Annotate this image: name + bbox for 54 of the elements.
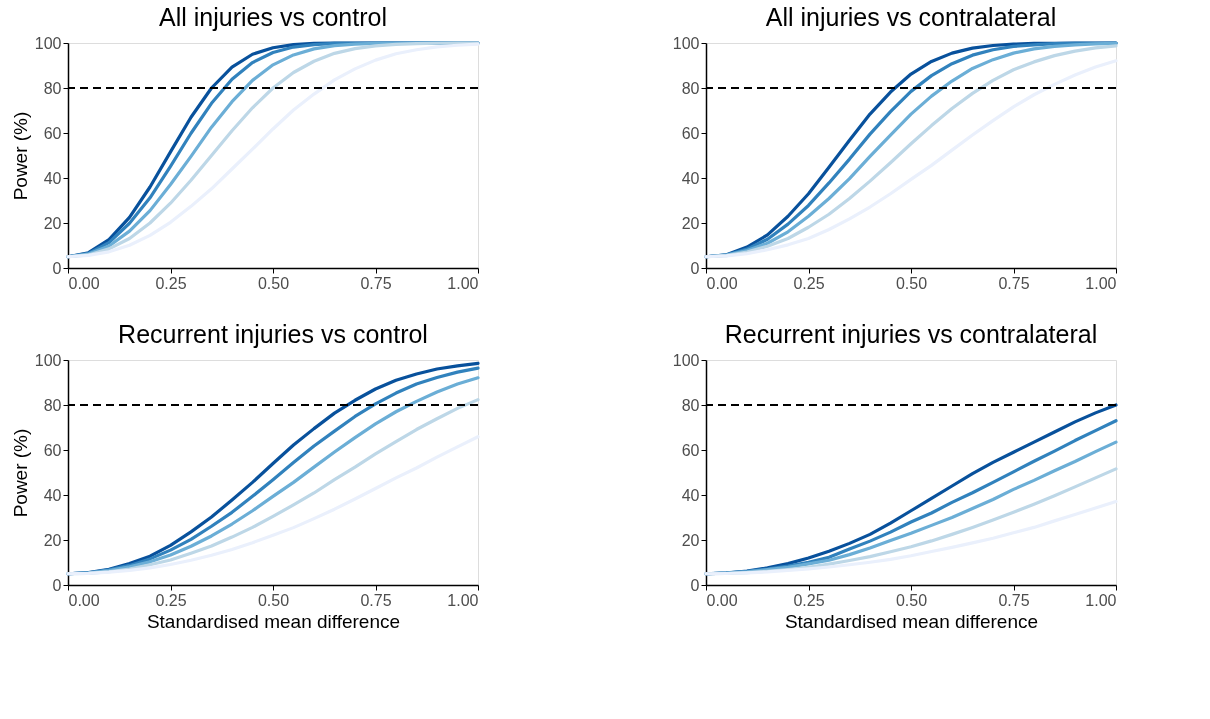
x-tick-label: 0.25 (793, 274, 825, 292)
y-tick-label: 0 (52, 259, 62, 277)
x-tick-label: 0.00 (706, 591, 738, 609)
x-tick-label: 0.50 (257, 591, 290, 609)
y-tick-label: 60 (43, 441, 62, 459)
y-tick-label: 80 (43, 396, 62, 414)
x-tick-label: 1.00 (1085, 591, 1117, 609)
x-tick-label: 0.75 (998, 591, 1030, 609)
x-tick-label: 1.00 (447, 591, 479, 609)
y-tick-label: 20 (681, 214, 700, 232)
chart-title: All injuries vs control (159, 3, 387, 31)
y-tick-label: 0 (690, 576, 700, 594)
y-tick-label: 100 (34, 34, 62, 52)
x-tick-label: 0.25 (155, 591, 187, 609)
chart-title: Recurrent injuries vs contralateral (724, 320, 1098, 348)
y-tick-label: 80 (681, 79, 700, 97)
y-tick-label: 0 (690, 259, 700, 277)
y-axis-title: Power (%) (9, 428, 31, 518)
x-tick-label: 0.75 (998, 274, 1030, 292)
x-tick-label: 0.00 (68, 591, 100, 609)
x-axis-title: Standardised mean difference (146, 610, 401, 632)
x-tick-label: 1.00 (447, 274, 479, 292)
y-tick-label: 40 (681, 486, 700, 504)
x-tick-label: 0.00 (68, 274, 100, 292)
y-axis-title: Power (%) (9, 111, 31, 201)
x-tick-label: 0.50 (895, 591, 928, 609)
x-tick-label: 1.00 (1085, 274, 1117, 292)
y-tick-label: 20 (43, 531, 62, 549)
x-tick-label: 0.50 (257, 274, 290, 292)
line-series (66, 435, 480, 576)
x-tick-label: 0.75 (360, 591, 392, 609)
line-series (704, 499, 1118, 576)
x-tick-label: 0.75 (360, 274, 392, 292)
y-tick-label: 60 (681, 124, 700, 142)
chart-title: All injuries vs contralateral (765, 3, 1057, 31)
x-tick-label: 0.25 (793, 591, 825, 609)
x-tick-label: 0.00 (706, 274, 738, 292)
y-tick-label: 60 (681, 441, 700, 459)
x-axis-title: Standardised mean difference (784, 610, 1039, 632)
y-tick-label: 100 (672, 34, 700, 52)
y-tick-label: 40 (681, 169, 700, 187)
y-tick-label: 80 (681, 396, 700, 414)
y-tick-label: 100 (672, 351, 700, 369)
chart-title: Recurrent injuries vs control (118, 320, 428, 348)
x-tick-label: 0.25 (155, 274, 187, 292)
y-tick-label: 40 (43, 486, 62, 504)
y-tick-label: 20 (681, 531, 700, 549)
y-tick-label: 80 (43, 79, 62, 97)
y-tick-label: 100 (34, 351, 62, 369)
x-tick-label: 0.50 (895, 274, 928, 292)
y-tick-label: 40 (43, 169, 62, 187)
y-tick-label: 0 (52, 576, 62, 594)
y-tick-label: 60 (43, 124, 62, 142)
y-tick-label: 20 (43, 214, 62, 232)
